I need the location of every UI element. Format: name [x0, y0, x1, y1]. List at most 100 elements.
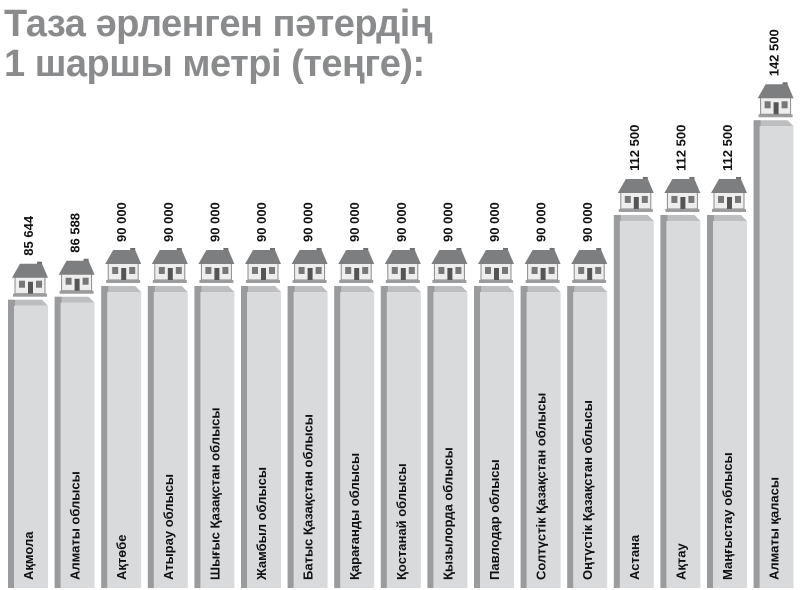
bar-side: [334, 285, 342, 588]
bar-group: Батыс Қазақстан облысы 90 000: [287, 202, 328, 588]
category-label: Батыс Қазақстан облысы: [301, 414, 316, 580]
bar: [60, 302, 95, 588]
bar-group: Алматы облысы 86 588: [54, 213, 95, 588]
bar-side: [241, 285, 248, 588]
bar-side: [194, 285, 202, 588]
value-label: 90 000: [114, 202, 129, 242]
bar-group: Қызылорда облысы 90 000: [427, 202, 468, 588]
bar-top: [753, 120, 794, 127]
bar-side: [520, 285, 528, 588]
bar-side: [567, 285, 575, 588]
value-label: 85 644: [21, 215, 36, 256]
bar-side: [54, 296, 62, 588]
house-icon: [338, 247, 375, 283]
value-label: 90 000: [440, 202, 455, 242]
bar: [247, 291, 281, 588]
bar-group: Ақтау 112 500: [660, 125, 701, 588]
bar-top: [427, 285, 468, 292]
bar-top: [8, 299, 48, 306]
bar-side: [427, 285, 435, 588]
bar-side: [707, 214, 714, 588]
bar-side: [8, 299, 15, 588]
house-icon: [245, 247, 281, 283]
bar: [573, 291, 608, 588]
category-label: Шығыс Қазақстан облысы: [207, 407, 222, 580]
bar: [107, 291, 142, 588]
bar-group: Ақтөбе 90 000: [101, 202, 142, 588]
value-label: 90 000: [487, 202, 502, 242]
house-icon: [384, 247, 421, 283]
value-label: 90 000: [207, 202, 222, 242]
value-label: 90 000: [534, 202, 549, 242]
house-icon: [524, 247, 561, 283]
bar: [619, 220, 654, 588]
chart-title: Таза әрленген пәтердің 1 шаршы метрі (те…: [4, 3, 433, 85]
bar-top: [194, 285, 235, 292]
bar-top: [380, 285, 421, 292]
category-label: Астана: [627, 534, 642, 580]
bar: [153, 291, 188, 588]
house-icon: [105, 247, 142, 283]
category-label: Қарағанды облысы: [347, 453, 362, 580]
category-label: Павлодар облысы: [487, 459, 502, 580]
bar-group: Астана 112 500: [613, 125, 654, 588]
bar: [386, 291, 421, 588]
value-label: 142 500: [767, 29, 782, 76]
bar-top: [567, 285, 608, 292]
bar-group: Жамбыл облысы 90 000: [241, 202, 281, 588]
bar: [340, 291, 375, 588]
bar: [713, 220, 747, 588]
house-icon: [711, 176, 747, 212]
bar: [200, 291, 235, 588]
category-label: Қостанай облысы: [394, 463, 409, 580]
bar-group: Алматы қаласы 142 500: [753, 29, 794, 589]
bar-side: [660, 214, 668, 588]
category-label: Оңтүстік Қазақстан облысы: [580, 400, 595, 580]
bar-top: [287, 285, 328, 292]
house-icon: [151, 247, 188, 283]
bar-top: [101, 285, 142, 292]
category-label: Жамбыл облысы: [254, 467, 269, 581]
value-label: 86 588: [68, 213, 83, 253]
bar: [14, 305, 48, 588]
bar-top: [613, 214, 654, 221]
bar: [759, 126, 794, 589]
value-label: 90 000: [301, 202, 316, 242]
category-label: Ақтау: [673, 543, 688, 580]
bar-group: Павлодар облысы 90 000: [474, 202, 514, 588]
category-label: Солтүстік Қазақстан облысы: [534, 393, 549, 580]
category-label: Қызылорда облысы: [440, 447, 455, 580]
category-label: Алматы қаласы: [767, 477, 782, 580]
value-label: 112 500: [627, 125, 642, 171]
house-icon: [757, 82, 794, 118]
house-icon: [12, 261, 48, 297]
value-label: 90 000: [394, 202, 409, 242]
chart-title-line-2: 1 шаршы метрі (теңге):: [4, 43, 425, 85]
value-label: 90 000: [347, 202, 362, 242]
bar-top: [54, 296, 95, 303]
bar-top: [334, 285, 375, 292]
category-label: Алматы облысы: [68, 471, 83, 580]
house-icon: [198, 247, 235, 283]
chart-title-line-1: Таза әрленген пәтердің: [4, 3, 433, 45]
bar-group: Қарағанды облысы 90 000: [334, 202, 375, 588]
bar: [433, 291, 468, 588]
bar-top: [660, 214, 701, 221]
category-label: Атырау облысы: [161, 474, 176, 580]
category-label: Ақтөбе: [114, 535, 129, 580]
house-icon: [431, 247, 468, 283]
bar-side: [147, 285, 155, 588]
bar-top: [241, 285, 281, 292]
value-label: 112 500: [673, 125, 688, 171]
value-label: 90 000: [161, 202, 176, 242]
bar-group: Оңтүстік Қазақстан облысы 90 000: [567, 202, 608, 588]
value-label: 112 500: [720, 125, 735, 171]
house-icon: [571, 247, 608, 283]
bar-group: Қостанай облысы 90 000: [380, 202, 421, 588]
category-label: Маңғыстау облысы: [720, 452, 735, 580]
house-icon: [58, 258, 95, 294]
house-icon: [478, 247, 514, 283]
bar-top: [147, 285, 188, 292]
